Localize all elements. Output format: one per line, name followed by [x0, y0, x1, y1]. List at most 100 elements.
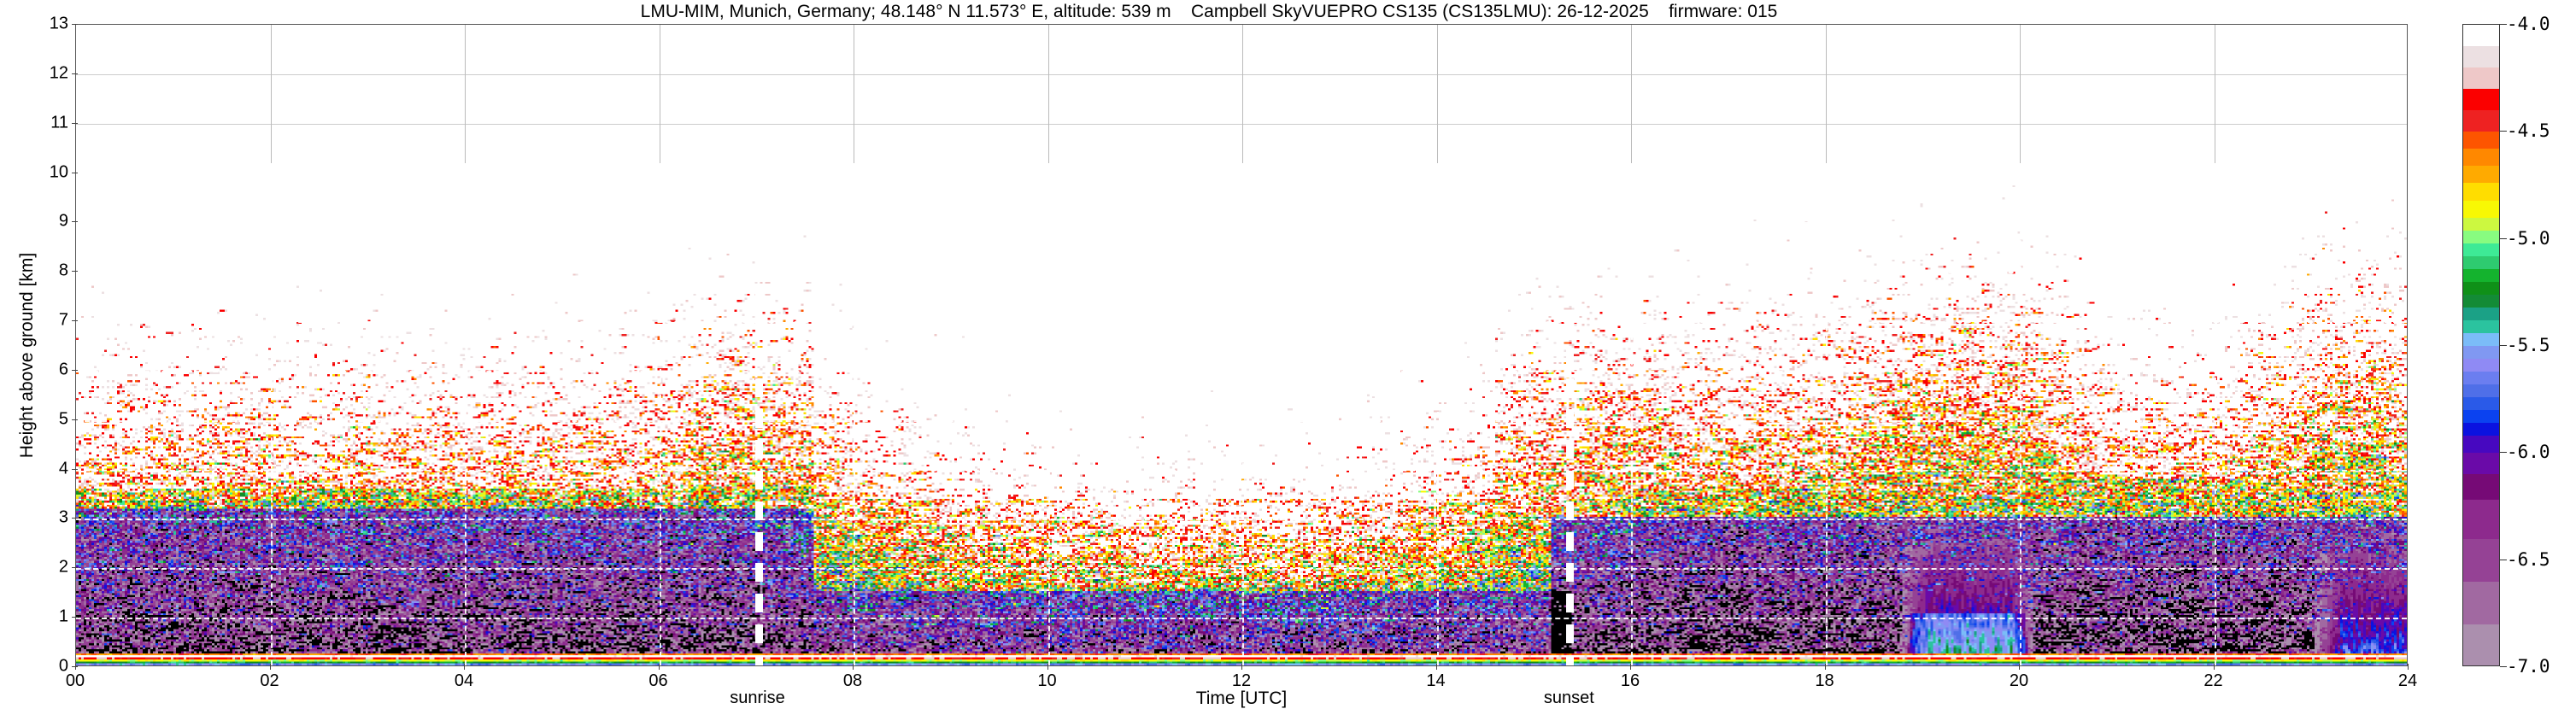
x-tick-label: 06 [648, 671, 668, 690]
x-tick-label: 22 [2203, 671, 2223, 690]
colorbar-segment [2463, 132, 2499, 149]
x-tick-label: 04 [454, 671, 474, 690]
colorbar-segment [2463, 581, 2499, 624]
colorbar-tick-mark [2500, 452, 2507, 454]
colorbar-segment [2463, 25, 2499, 47]
sunset-label: sunset [1543, 688, 1594, 707]
colorbar-segment [2463, 255, 2499, 269]
grid-line-vertical-upper [1631, 25, 1632, 163]
grid-line-horizontal [76, 73, 2407, 75]
y-tick-mark [72, 271, 78, 272]
colorbar-segment [2463, 332, 2499, 346]
colorbar-tick-mark [2500, 24, 2507, 25]
y-tick-label: 3 [58, 507, 68, 527]
y-tick-mark [72, 369, 78, 371]
colorbar-segment [2463, 474, 2499, 501]
x-tick-label: 18 [1815, 671, 1834, 690]
x-tick-mark [2213, 664, 2215, 670]
x-tick-label: 14 [1426, 671, 1446, 690]
y-tick-label: 2 [58, 557, 68, 577]
y-tick-mark [72, 24, 78, 25]
colorbar-tick-mark [2500, 237, 2507, 239]
colorbar-tick-mark [2500, 131, 2507, 132]
colorbar-segment [2463, 294, 2499, 308]
x-tick-label: 00 [65, 671, 85, 690]
y-tick-label: 8 [58, 261, 68, 280]
y-tick-label: 5 [58, 409, 68, 429]
colorbar-segment [2463, 183, 2499, 201]
colorbar-segment [2463, 384, 2499, 398]
sunrise-label: sunrise [730, 688, 785, 707]
colorbar-segment [2463, 110, 2499, 132]
colorbar-segment [2463, 410, 2499, 424]
colorbar-segment [2463, 538, 2499, 582]
y-tick-label: 10 [49, 162, 68, 182]
grid-line-vertical-upper [1047, 25, 1049, 163]
y-tick-mark [72, 320, 78, 322]
grid-line-vertical-upper [2020, 25, 2021, 163]
colorbar-segment [2463, 359, 2499, 372]
colorbar-tick-label: -5.0 [2507, 227, 2550, 249]
colorbar-tick-label: -4.5 [2507, 120, 2550, 142]
x-tick-mark [1047, 664, 1048, 670]
y-tick-label: 1 [58, 606, 68, 626]
y-tick-mark [72, 221, 78, 223]
figure-title: LMU-MIM, Munich, Germany; 48.148° N 11.5… [640, 2, 1778, 21]
x-tick-mark [2408, 664, 2409, 670]
y-tick-label: 13 [49, 14, 68, 33]
x-tick-label: 02 [260, 671, 279, 690]
colorbar-segment [2463, 67, 2499, 90]
colorbar [2462, 24, 2500, 666]
colorbar-tick-label: -7.0 [2507, 656, 2550, 677]
y-axis-label: Height above ground [km] [17, 252, 37, 459]
x-tick-mark [269, 664, 271, 670]
colorbar-segment [2463, 307, 2499, 320]
grid-line-vertical-upper [465, 25, 466, 163]
y-tick-mark [72, 518, 78, 519]
x-tick-label: 20 [2009, 671, 2029, 690]
grid-line-vertical-upper [1825, 25, 1827, 163]
colorbar-segment [2463, 453, 2499, 475]
colorbar-segment [2463, 268, 2499, 282]
x-tick-mark [1241, 664, 1242, 670]
x-tick-mark [1630, 664, 1631, 670]
colorbar-segment [2463, 500, 2499, 539]
x-tick-mark [75, 664, 76, 670]
y-tick-mark [72, 419, 78, 420]
x-tick-mark [1435, 664, 1437, 670]
colorbar-segment [2463, 89, 2499, 111]
y-tick-mark [72, 122, 78, 124]
y-tick-label: 11 [50, 113, 68, 132]
colorbar-segment [2463, 200, 2499, 218]
x-tick-mark [658, 664, 660, 670]
x-tick-label: 16 [1620, 671, 1640, 690]
colorbar-segment [2463, 281, 2499, 295]
colorbar-segment [2463, 46, 2499, 68]
colorbar-tick-label: -5.5 [2507, 335, 2550, 355]
grid-line-vertical-upper [1242, 25, 1243, 163]
x-tick-label: 24 [2397, 671, 2418, 690]
y-tick-mark [72, 468, 78, 470]
colorbar-tick-mark [2500, 345, 2507, 346]
x-tick-mark [1824, 664, 1826, 670]
grid-line-vertical-upper [270, 25, 272, 163]
colorbar-segment [2463, 243, 2499, 256]
x-tick-mark [464, 664, 465, 670]
colorbar-tick-mark [2500, 666, 2507, 667]
y-tick-mark [72, 567, 78, 569]
colorbar-segment [2463, 319, 2499, 333]
x-axis-label: Time [UTC] [1195, 688, 1288, 708]
colorbar-segment [2463, 230, 2499, 243]
backscatter-heatmap [76, 162, 2407, 665]
colorbar-segment [2463, 149, 2499, 167]
y-tick-mark [72, 617, 78, 618]
colorbar-segment [2463, 397, 2499, 411]
x-tick-mark [2019, 664, 2020, 670]
colorbar-tick-label: -4.0 [2507, 14, 2550, 34]
colorbar-tick-label: -6.0 [2507, 442, 2550, 463]
y-tick-label: 6 [58, 360, 68, 379]
x-tick-label: 10 [1037, 671, 1057, 690]
colorbar-segment [2463, 423, 2499, 437]
x-tick-label: 08 [842, 671, 863, 690]
